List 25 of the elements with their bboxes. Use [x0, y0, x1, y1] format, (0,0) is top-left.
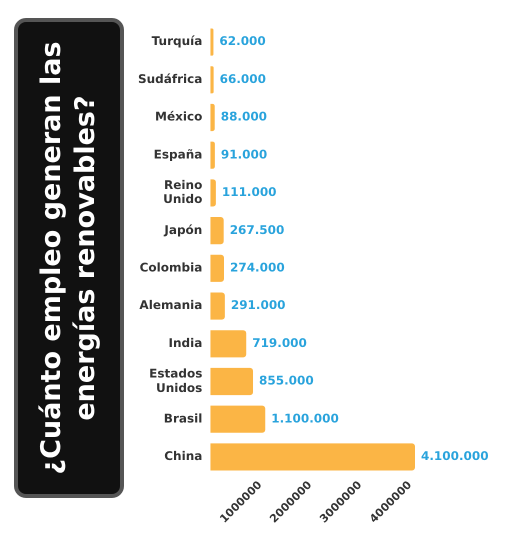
y-tick-label: México [155, 110, 202, 124]
y-tick-label: España [154, 147, 202, 162]
y-tick-label: China [164, 449, 202, 464]
data-label: 111.000 [222, 185, 277, 200]
data-label: 719.000 [252, 336, 307, 350]
y-tick-label: Alemania [139, 298, 202, 312]
data-label: 267.500 [230, 222, 284, 237]
data-label: 91.000 [220, 147, 268, 162]
y-tick-label: Sudáfrica [138, 72, 202, 86]
data-label: 4.100.000 [421, 449, 489, 464]
data-label: 274.000 [230, 260, 285, 274]
data-label: 62.000 [219, 34, 266, 48]
data-label: 291.000 [230, 298, 286, 312]
y-tick-label: Estados Unidos [149, 366, 202, 395]
text: ¿Cuánto empleo generan las energías renovables? [35, 40, 102, 477]
y-tick-label: Reino Unido [163, 178, 202, 206]
y-tick-label: Colombia [140, 260, 202, 274]
data-label: 1.100.000 [271, 411, 339, 426]
y-tick-label: India [168, 336, 202, 350]
y-tick-label: Brasil [164, 411, 202, 426]
data-label: 66.000 [220, 72, 266, 86]
data-label: 855.000 [259, 374, 314, 388]
y-tick-label: Turquía [152, 34, 202, 48]
y-tick-label: Japón [163, 222, 202, 237]
data-label: 88.000 [220, 110, 268, 124]
